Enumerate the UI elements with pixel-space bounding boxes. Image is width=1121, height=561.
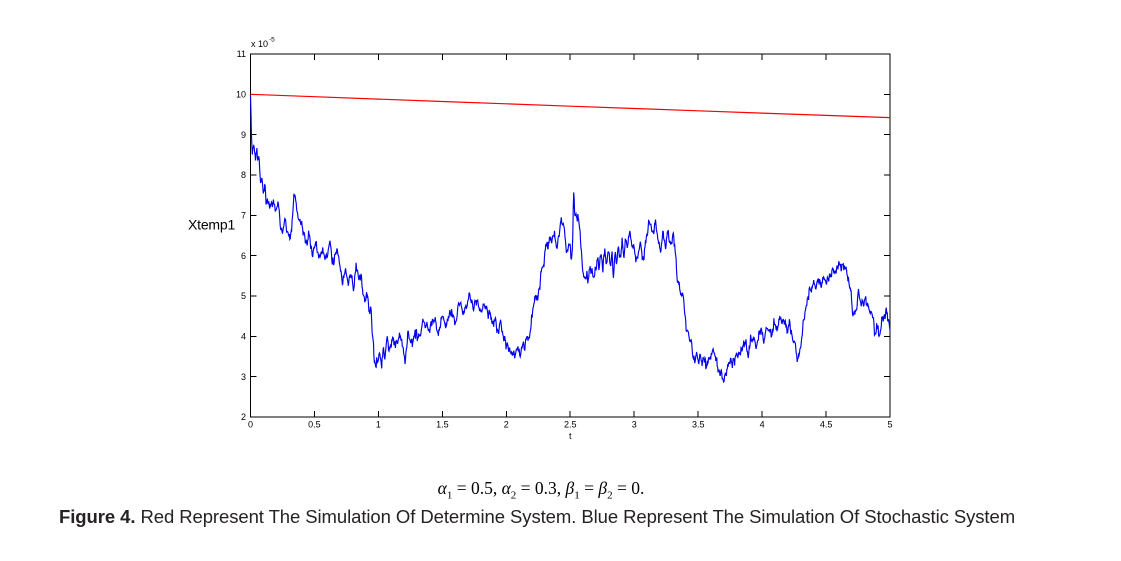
svg-text:2: 2 bbox=[241, 412, 246, 422]
svg-text:0.5: 0.5 bbox=[308, 420, 321, 430]
svg-text:0: 0 bbox=[248, 420, 253, 430]
svg-text:3.5: 3.5 bbox=[692, 420, 705, 430]
svg-text:Xtemp1: Xtemp1 bbox=[188, 217, 235, 233]
svg-text:5: 5 bbox=[887, 420, 892, 430]
svg-text:1: 1 bbox=[376, 420, 381, 430]
svg-text:3: 3 bbox=[632, 420, 637, 430]
svg-text:4: 4 bbox=[241, 332, 246, 342]
svg-text:9: 9 bbox=[241, 130, 246, 140]
svg-text:4.5: 4.5 bbox=[820, 420, 833, 430]
svg-text:8: 8 bbox=[241, 170, 246, 180]
svg-text:2.5: 2.5 bbox=[564, 420, 577, 430]
svg-text:1.5: 1.5 bbox=[436, 420, 449, 430]
svg-text:t: t bbox=[569, 431, 572, 441]
svg-text:4: 4 bbox=[760, 420, 765, 430]
svg-text:-5: -5 bbox=[269, 37, 275, 44]
svg-text:2: 2 bbox=[504, 420, 509, 430]
svg-text:3: 3 bbox=[241, 372, 246, 382]
svg-text:11: 11 bbox=[237, 49, 246, 59]
svg-text:x 10: x 10 bbox=[251, 39, 268, 49]
svg-text:10: 10 bbox=[236, 90, 246, 100]
svg-text:7: 7 bbox=[241, 211, 246, 221]
svg-text:6: 6 bbox=[241, 251, 246, 261]
svg-text:5: 5 bbox=[241, 291, 246, 301]
